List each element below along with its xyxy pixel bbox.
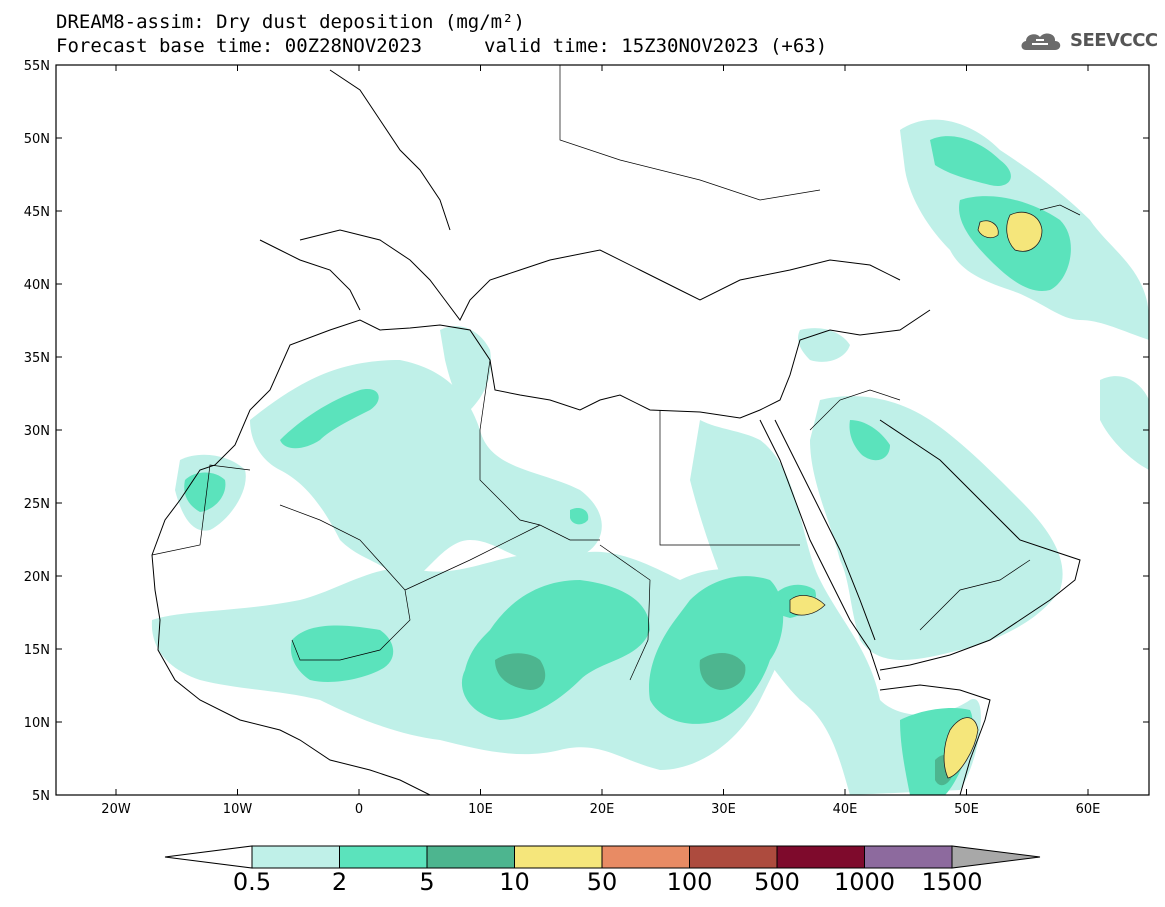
colorbar-segment xyxy=(251,845,340,869)
lon-tick-label: 30E xyxy=(711,802,736,817)
colorbar-label: 5 xyxy=(419,868,435,896)
colorbar-segment xyxy=(514,845,603,869)
country-borders xyxy=(151,65,1081,681)
colorbar-under-triangle xyxy=(164,845,253,869)
lon-tick-label: 40E xyxy=(833,802,858,817)
colorbar-segment xyxy=(601,845,690,869)
colorbar-label: 500 xyxy=(754,868,800,896)
colorbar-segment xyxy=(426,845,515,869)
valid-time: valid time: 15Z30NOV2023 (+63) xyxy=(484,35,828,57)
lat-tick-label: 5N xyxy=(32,789,50,804)
lon-tick-label: 50E xyxy=(954,802,979,817)
colorbar-segment xyxy=(689,845,778,869)
latitude-axis: 55N 50N 45N 40N 35N 30N 25N 20N 15N 10N 5N xyxy=(24,59,1149,804)
logo-text: SEEVCCC xyxy=(1070,30,1158,51)
lat-tick-label: 45N xyxy=(24,205,50,220)
map-title: DREAM8-assim: Dry dust deposition (mg/m²… xyxy=(56,11,525,33)
lat-tick-label: 40N xyxy=(24,278,50,293)
dust-peak-areas xyxy=(789,211,1043,779)
lon-tick-label: 20E xyxy=(590,802,615,817)
colorbar-label: 1500 xyxy=(921,868,983,896)
lat-tick-label: 30N xyxy=(24,424,50,439)
colorbar-segment xyxy=(339,845,428,869)
colorbar-label: 50 xyxy=(586,868,618,896)
longitude-axis: 20W 10W 0 10E 20E 30E 40E 50E 60E xyxy=(101,65,1100,817)
lat-tick-label: 25N xyxy=(24,497,50,512)
lat-tick-label: 50N xyxy=(24,132,50,147)
colorbar-label: 100 xyxy=(666,868,713,896)
lat-tick-label: 55N xyxy=(24,59,50,74)
lat-tick-label: 10N xyxy=(24,716,50,731)
cloud-icon xyxy=(1021,33,1061,50)
colorbar-label: 10 xyxy=(499,868,530,896)
colorbar-segment xyxy=(776,845,865,869)
lon-tick-label: 20W xyxy=(101,802,131,817)
lon-tick-label: 10W xyxy=(223,802,253,817)
forecast-base-time: Forecast base time: 00Z28NOV2023 xyxy=(56,35,423,57)
lat-tick-label: 35N xyxy=(24,351,50,366)
colorbar-label: 1000 xyxy=(833,868,896,896)
colorbar-label: 0.5 xyxy=(232,868,272,896)
colorbar-segment xyxy=(864,845,953,869)
colorbar-over-triangle xyxy=(951,845,1041,869)
coastlines xyxy=(151,69,1081,795)
lon-tick-label: 60E xyxy=(1076,802,1101,817)
lat-tick-label: 15N xyxy=(24,643,50,658)
lon-tick-label: 10E xyxy=(468,802,493,817)
colorbar-label: 2 xyxy=(331,868,348,896)
lon-tick-label: 0 xyxy=(355,802,363,817)
dust-mid-areas xyxy=(184,136,1071,795)
lat-tick-label: 20N xyxy=(24,570,50,585)
